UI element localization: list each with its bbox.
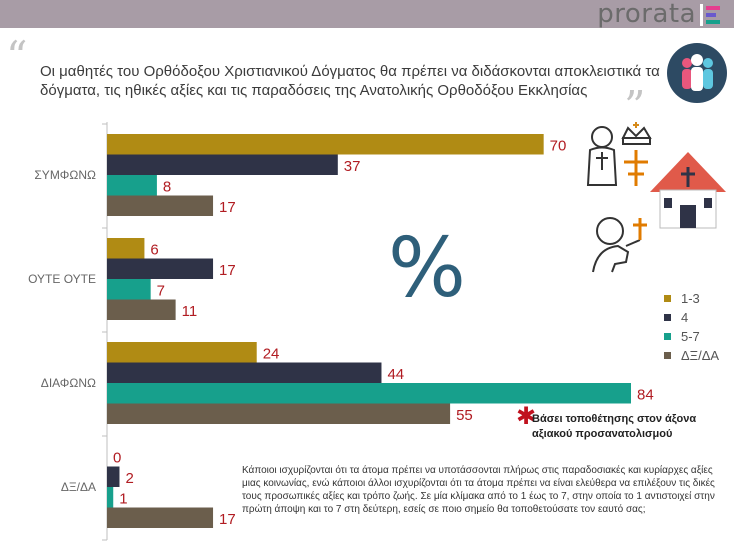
data-label: 84 [637,386,654,403]
bar [107,238,145,259]
data-label: 2 [125,470,133,487]
data-label: 0 [113,449,121,466]
people-icon [667,43,727,103]
chart-title: Οι μαθητές του Ορθόδοξου Χριστιανικού Δό… [40,63,660,99]
crown-icon [621,122,652,145]
question-description: Κάποιοι ισχυρίζονται ότι τα άτομα πρέπει… [242,465,715,515]
data-label: 8 [163,178,171,195]
legend-item-4: 4 [664,308,719,327]
bar [107,507,214,528]
category-label: ΟΥΤΕ ΟΥΤΕ [28,272,96,286]
logo-mark-icon [700,4,720,26]
bar [107,175,157,196]
legend-item-dk-na: ΔΞ/ΔΑ [664,346,719,365]
category-label: ΣΥΜΦΩΝΩ [34,168,96,182]
bar [107,403,451,424]
header-bar [0,0,734,28]
percent-symbol: % [388,221,466,316]
data-label: 6 [150,241,158,258]
legend-swatch [664,295,671,302]
bar [107,154,338,175]
data-label: 7 [157,282,165,299]
data-label: 37 [344,158,361,175]
data-label: 11 [182,303,198,320]
category-label: ΔΙΑΦΩΝΩ [41,376,96,390]
bar [107,299,176,320]
data-label: 17 [219,262,236,279]
data-label: 17 [219,199,236,216]
data-label: 70 [550,137,567,154]
bar [107,383,631,404]
prorata-logo: prorata [597,0,696,29]
legend-label: ΔΞ/ΔΑ [681,348,720,363]
quote-close-mark: ” [624,82,646,131]
asterisk-icon: ✱ [516,402,537,430]
scale-note: Βάσει τοποθέτησης στον άξονα αξιακού προ… [532,413,697,440]
data-label: 24 [263,345,280,362]
bar [107,362,382,383]
legend-swatch [664,314,671,321]
data-label: 44 [387,366,404,383]
bar [107,134,544,155]
legend-swatch [664,333,671,340]
legend-item-5-7: 5-7 [664,327,719,346]
bar [107,466,120,487]
category-label: ΔΞ/ΔΑ [61,480,96,494]
bar [107,342,257,363]
legend-swatch [664,352,671,359]
data-label: 55 [456,407,473,424]
data-label: 17 [219,511,236,528]
legend-label: 5-7 [681,329,700,344]
legend-item-1-3: 1-3 [664,289,719,308]
data-label: 1 [119,490,127,507]
bar [107,487,114,508]
praying-person-icon [592,217,647,273]
bar [107,279,151,300]
legend: 1-3 4 5-7 ΔΞ/ΔΑ [664,289,719,365]
legend-label: 1-3 [681,291,700,306]
bar [107,195,214,216]
bar [107,258,214,279]
quote-open-mark: “ [6,32,28,81]
priest-icon [586,126,618,186]
church-icon [650,152,726,229]
cross-icon [624,150,648,186]
legend-label: 4 [681,310,689,325]
